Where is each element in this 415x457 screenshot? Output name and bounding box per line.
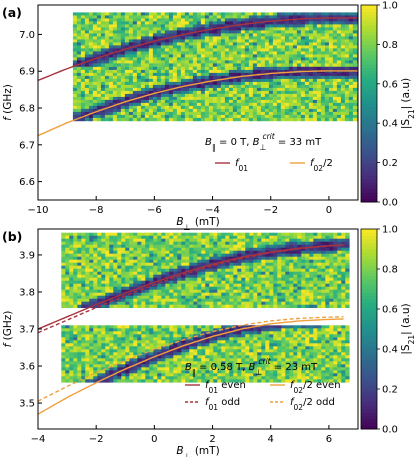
plot-title: B∥ = 0.58 T, B⊥crit = 23 mT — [185, 357, 318, 377]
colorbar-label: |S21| (a.u) — [400, 303, 415, 354]
series-line-2 — [38, 318, 344, 415]
y-tick-label: 7.0 — [19, 30, 35, 41]
heatmap — [61, 232, 350, 383]
series-line-0 — [38, 17, 358, 82]
x-tick-label: 0 — [326, 205, 332, 216]
colorbar-tick-label: 0.6 — [382, 79, 398, 90]
panel-a: −10 −8 −6 −4 −2 0 6.6 6.7 6.8 6.9 7.0 B⊥ (mT) f (GHz… — [2, 1, 415, 232]
colorbar-tick-label: 0.6 — [382, 305, 398, 316]
legend-label: f02/2 even — [290, 380, 341, 395]
colorbar-tick-label: 0.2 — [382, 158, 398, 169]
colorbar-tick-label: 0.8 — [382, 265, 398, 276]
plot-frame — [37, 4, 359, 201]
plot-title: B∥ = 0 T, B⊥crit = 33 mT — [205, 132, 322, 152]
x-tick-label: −2 — [89, 434, 104, 445]
y-tick-label: 6.9 — [19, 67, 35, 78]
legend-label: f01 odd — [205, 397, 240, 412]
series-line-1 — [38, 244, 344, 334]
axes: −4 −2 0 2 4 6 3.5 3.6 3.7 3.8 3.9 — [19, 250, 332, 445]
fit-curves — [38, 244, 344, 415]
colorbar-frame — [360, 4, 378, 203]
colorbar-tick-label: 0.4 — [382, 345, 398, 356]
x-tick-label: 4 — [268, 434, 274, 445]
legend: f01 even f02/2 even f01 odd f02/2 odd — [185, 380, 341, 412]
colorbar-tick-label: 0.4 — [382, 119, 398, 130]
y-tick-label: 3.8 — [19, 287, 35, 298]
colorbar-label: |S21| (a.u) — [400, 78, 415, 129]
y-tick-label: 3.9 — [19, 250, 35, 261]
colorbar: 0.0 0.2 0.4 0.6 0.8 1.0 |S21| (a.u) — [360, 225, 415, 436]
panel-b: −4 −2 0 2 4 6 3.5 3.6 3.7 3.8 3.9 B⊥ (mT) f (GHz) (b)… — [2, 225, 415, 457]
x-tick-label: −8 — [89, 205, 104, 216]
legend-label: f01 even — [205, 380, 246, 395]
x-axis-label: B⊥ (mT) — [176, 216, 219, 232]
y-tick-label: 6.6 — [19, 177, 35, 188]
x-tick-label: −4 — [31, 434, 46, 445]
x-tick-label: −2 — [263, 205, 278, 216]
x-tick-label: 6 — [326, 434, 332, 445]
x-tick-label: −10 — [27, 205, 48, 216]
colorbar-frame — [360, 228, 378, 430]
y-tick-label: 6.7 — [19, 140, 35, 151]
x-tick-label: −6 — [147, 205, 162, 216]
colorbar-tick-label: 0.8 — [382, 40, 398, 51]
legend-label: f02/2 — [310, 158, 333, 173]
x-tick-label: 2 — [209, 434, 215, 445]
y-tick-label: 3.6 — [19, 362, 35, 373]
y-tick-label: 3.5 — [19, 399, 35, 410]
panel-label: (b) — [2, 229, 22, 244]
colorbar-tick-label: 0.2 — [382, 385, 398, 396]
y-tick-label: 3.7 — [19, 325, 35, 336]
x-axis-label: B⊥ (mT) — [176, 445, 219, 457]
axes: −10 −8 −6 −4 −2 0 6.6 6.7 6.8 6.9 7.0 — [19, 30, 332, 216]
legend: f01 f02/2 — [215, 158, 333, 173]
colorbar: 0.0 0.2 0.4 0.6 0.8 1.0 |S21| (a.u) — [360, 1, 415, 209]
x-tick-label: −4 — [205, 205, 220, 216]
fit-curves — [38, 17, 358, 137]
colorbar-tick-label: 0.0 — [382, 425, 398, 436]
colorbar-tick-label: 1.0 — [382, 225, 398, 236]
series-line-1 — [38, 70, 358, 137]
colorbar-tick-label: 0.0 — [382, 198, 398, 209]
y-axis-label: f (GHz) — [2, 311, 14, 348]
legend-label: f02/2 odd — [290, 397, 335, 412]
legend-label: f01 — [235, 158, 248, 173]
y-axis-label: f (GHz) — [2, 84, 14, 121]
x-tick-label: 0 — [151, 434, 157, 445]
series-line-3 — [38, 316, 344, 402]
panel-label: (a) — [2, 5, 22, 20]
y-tick-label: 6.8 — [19, 104, 35, 115]
colorbar-tick-label: 1.0 — [382, 1, 398, 12]
